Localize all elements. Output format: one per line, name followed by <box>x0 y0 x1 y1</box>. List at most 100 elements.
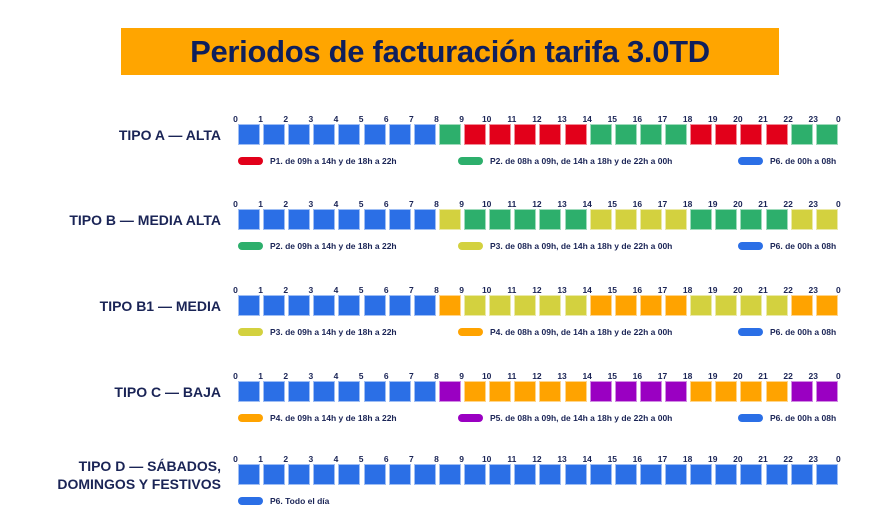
legend-swatch-p3 <box>238 328 263 336</box>
hour-tick-label: 2 <box>283 454 289 464</box>
hour-block-p6 <box>338 209 361 230</box>
hour-block-p3 <box>740 295 763 316</box>
page-title: Periodos de facturación tarifa 3.0TD <box>190 33 710 69</box>
row-label-line: TIPO B1 — MEDIA <box>99 297 221 314</box>
title-banner: Periodos de facturación tarifa 3.0TD <box>121 28 779 75</box>
hour-tick-label: 8 <box>434 114 439 124</box>
hour-block-p6 <box>388 124 411 145</box>
hour-block-p2 <box>614 124 637 145</box>
hour-tick-label: 2 <box>283 199 289 209</box>
hour-block-p6 <box>363 209 386 230</box>
schedule-row: TIPO D — SÁBADOS, DOMINGOS Y FESTIVOS 0 1 2 3… <box>0 454 881 514</box>
hour-tick-label: 9 <box>459 285 464 295</box>
hour-block-p6 <box>238 124 260 145</box>
hour-tick-label: 11 <box>507 454 517 464</box>
hour-block-p3 <box>790 209 813 230</box>
hour-tick-label: 11 <box>507 199 517 209</box>
hour-tick-label: 5 <box>358 199 364 209</box>
legend-swatch-p1 <box>238 157 263 165</box>
hour-tick-label: 22 <box>783 285 793 295</box>
legend-text: P6. Todo el día <box>270 496 330 506</box>
hour-block-p6 <box>313 381 336 402</box>
hour-tick-label: 12 <box>532 199 542 209</box>
hour-tick-label: 21 <box>758 199 768 209</box>
hour-block-p4 <box>715 381 738 402</box>
hour-block-p4 <box>815 295 838 316</box>
hour-block-p2 <box>514 209 537 230</box>
hour-tick-label: 7 <box>408 371 414 381</box>
hour-block-p4 <box>438 295 461 316</box>
hour-tick-label: 12 <box>532 114 542 124</box>
hour-block-p6 <box>388 381 411 402</box>
hour-block-p6 <box>413 124 436 145</box>
hour-block-p6 <box>288 124 311 145</box>
legend-text: P4. de 08h a 09h, de 14h a 18h y de 22h … <box>490 327 673 337</box>
hour-block-p6 <box>263 295 286 316</box>
hour-tick-label: 1 <box>258 371 263 381</box>
hour-block-p6 <box>514 464 537 485</box>
hour-blocks <box>0 381 881 403</box>
hour-tick-label: 4 <box>333 199 339 209</box>
legend-item: P6. de 00h a 08h <box>738 241 836 251</box>
hour-block-p2 <box>815 124 838 145</box>
hour-tick-label: 0 <box>233 371 238 381</box>
hour-tick-label: 21 <box>758 371 768 381</box>
legend-item: P5. de 08h a 09h, de 14h a 18h y de 22h … <box>458 413 672 423</box>
hour-block-p2 <box>489 209 512 230</box>
hour-block-p2 <box>564 209 587 230</box>
hour-block-p2 <box>438 124 461 145</box>
hour-tick-label: 19 <box>708 454 718 464</box>
legend-text: P6. de 00h a 08h <box>770 241 837 251</box>
hour-block-p6 <box>288 381 311 402</box>
hour-tick-label: 20 <box>733 454 743 464</box>
hour-block-p6 <box>238 464 260 485</box>
hour-block-p2 <box>715 209 738 230</box>
row-label: TIPO B — MEDIA ALTA <box>21 211 221 229</box>
legend-swatch-p4 <box>238 414 263 422</box>
hour-tick-label: 6 <box>383 114 389 124</box>
hour-block-p4 <box>790 295 813 316</box>
hour-block-p6 <box>238 295 260 316</box>
hour-block-p3 <box>589 209 612 230</box>
hour-tick-label: 18 <box>682 454 693 464</box>
hour-axis: 0 1 2 3 4 5 6 7 8 9 10 11 12 13 14 15 16 17 18 19 20 21 22 23 0 <box>0 114 881 126</box>
legend-item: P2. de 09h a 14h y de 18h a 22h <box>238 241 397 251</box>
row-label-line: TIPO D — SÁBADOS, <box>78 457 221 474</box>
hour-block-p3 <box>564 295 587 316</box>
hour-tick-label: 6 <box>383 199 389 209</box>
legend-item: P3. de 09h a 14h y de 18h a 22h <box>238 327 397 337</box>
legend-swatch-p6 <box>738 328 763 336</box>
legend-swatch-p2 <box>458 157 483 165</box>
hour-block-p6 <box>413 295 436 316</box>
hour-block-p6 <box>288 295 311 316</box>
hour-tick-label: 21 <box>758 454 768 464</box>
hour-block-p1 <box>740 124 763 145</box>
hour-tick-label: 0 <box>836 114 841 124</box>
hour-block-p3 <box>715 295 738 316</box>
hour-block-p3 <box>464 295 487 316</box>
hour-block-p6 <box>765 464 788 485</box>
hour-tick-label: 9 <box>459 114 464 124</box>
hour-block-p1 <box>765 124 788 145</box>
hour-tick-label: 2 <box>283 285 289 295</box>
hour-tick-label: 7 <box>408 454 414 464</box>
hour-block-p3 <box>765 295 788 316</box>
row-label: TIPO D — SÁBADOS, DOMINGOS Y FESTIVOS <box>21 457 221 493</box>
hour-tick-label: 16 <box>632 285 643 295</box>
hour-tick-label: 17 <box>657 371 668 381</box>
hour-tick-label: 13 <box>557 285 567 295</box>
hour-block-p6 <box>413 464 436 485</box>
hour-blocks <box>0 295 881 317</box>
hour-block-p5 <box>790 381 813 402</box>
hour-tick-label: 1 <box>258 285 263 295</box>
hour-axis: 0 1 2 3 4 5 6 7 8 9 10 11 12 13 14 15 16 17 18 19 20 21 22 23 0 <box>0 454 881 466</box>
hour-tick-label: 16 <box>632 114 643 124</box>
hour-tick-label: 2 <box>283 114 289 124</box>
hour-tick-label: 19 <box>708 114 718 124</box>
legend-item: P6. de 00h a 08h <box>738 413 836 423</box>
hour-tick-label: 23 <box>808 114 818 124</box>
hour-tick-label: 22 <box>783 371 793 381</box>
hour-tick-label: 0 <box>836 285 841 295</box>
hour-block-p5 <box>589 381 612 402</box>
hour-tick-label: 0 <box>836 199 841 209</box>
